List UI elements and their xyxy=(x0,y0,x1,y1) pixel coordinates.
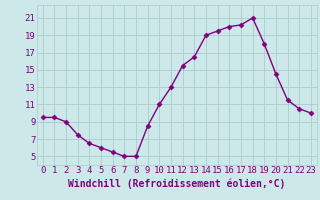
X-axis label: Windchill (Refroidissement éolien,°C): Windchill (Refroidissement éolien,°C) xyxy=(68,178,285,189)
